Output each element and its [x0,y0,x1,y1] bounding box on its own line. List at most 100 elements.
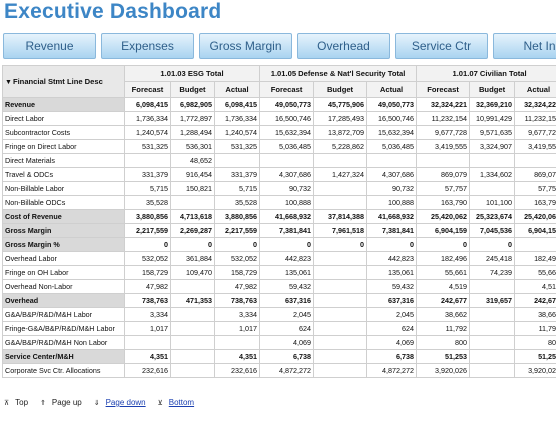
value-cell: 4,713,618 [170,209,215,224]
table-row: Revenue 6,098,415 6,982,905 6,098,415 49,050… [2,97,556,112]
value-cell: 5,036,485 [366,139,418,154]
pager-link[interactable]: Bottom [168,398,195,407]
dashboard-title: Executive Dashboard [4,0,222,23]
pager-link[interactable]: Top [15,398,29,407]
value-cell: 3,324,907 [469,139,516,154]
value-cell: 9,677,728 [416,125,471,140]
pager-item: ⊻ Bottom [157,398,195,407]
nav-tab[interactable]: Revenue [3,33,96,59]
value-cell: 6,098,415 [213,97,261,112]
nav-tab[interactable]: Service Ctr [395,33,488,59]
pager-link[interactable]: Page down [105,398,146,407]
value-cell [469,363,516,378]
value-cell: 5,715 [124,181,171,196]
value-cell: 1,017 [213,321,261,336]
corner-label: Financial Stmt Line Desc [12,77,103,86]
value-cell: 3,334 [124,307,171,322]
nav-tab[interactable]: Overhead [297,33,390,59]
value-cell [259,153,315,168]
value-cell: 16,500,746 [366,111,418,126]
value-cell: 738,763 [124,293,171,308]
value-cell: 9,677,728 [514,125,556,140]
value-cell: 41,668,932 [366,209,418,224]
value-cell: 135,061 [366,265,418,280]
value-cell: 532,052 [124,251,171,266]
nav-tab[interactable]: Gross Margin [199,33,292,59]
value-cell: 1,288,494 [170,125,215,140]
value-cell: 624 [259,321,315,336]
row-label: Fringe-G&A/B&P/R&D/M&H Labor [2,321,125,336]
value-cell: 442,823 [259,251,315,266]
value-cell: 361,884 [170,251,215,266]
pager: ⊼ Top ⇑ Page up ⇓ Page down ⊻ Bottom [4,398,206,407]
value-cell: 57,757 [416,181,471,196]
table-row: Gross Margin 2,217,559 2,269,287 2,217,559 7… [2,223,556,238]
value-cell: 32,369,210 [469,97,516,112]
table-row: Fringe on Direct Labor 531,325 536,301 531,… [2,139,556,154]
value-cell: 6,738 [259,349,315,364]
value-cell: 232,616 [124,363,171,378]
table-wrap: ▼Financial Stmt Line Desc 1.01.03 ESG Tot… [2,65,556,378]
value-cell: 163,790 [514,195,556,210]
value-cell: 331,379 [124,167,171,182]
value-cell: 4,519 [514,279,556,294]
value-cell [213,153,261,168]
group-header: 1.01.05 Defense & Nat'l Security Total [259,65,418,82]
value-cell: 158,729 [124,265,171,280]
value-cell [170,321,215,336]
value-cell [313,251,368,266]
value-cell: 0 [469,237,516,252]
value-cell: 51,253 [514,349,556,364]
column-header: Budget [469,81,516,98]
value-cell: 101,100 [469,195,516,210]
table-row: Direct Labor 1,736,334 1,772,897 1,736,334 1… [2,111,556,126]
value-cell: 7,381,841 [259,223,315,238]
value-cell: 7,381,841 [366,223,418,238]
value-cell: 242,677 [514,293,556,308]
value-cell: 59,432 [366,279,418,294]
value-cell: 3,419,555 [416,139,471,154]
pager-item: ⇓ Page down [93,398,146,407]
value-cell [469,321,516,336]
value-cell: 38,662 [416,307,471,322]
corner-header: ▼Financial Stmt Line Desc [2,65,125,98]
value-cell: 0 [416,237,471,252]
column-header: Forecast [124,81,171,98]
row-label: Fringe on OH Labor [2,265,125,280]
table-row: G&A/B&P/R&D/M&H Labor 3,334 3,334 2,045 2,04… [2,307,556,322]
nav-tab[interactable]: Expenses [101,33,194,59]
row-label: Cost of Revenue [2,209,125,224]
value-cell [313,293,368,308]
value-cell [416,153,471,168]
value-cell [469,153,516,168]
value-cell: 2,217,559 [124,223,171,238]
value-cell: 0 [124,237,171,252]
value-cell: 471,353 [170,293,215,308]
value-cell: 5,228,862 [313,139,368,154]
value-cell: 74,239 [469,265,516,280]
nav-tab[interactable]: Net In [493,33,556,59]
table-row: Non-Billable Labor 5,715 150,821 5,715 90,73… [2,181,556,196]
financial-table: ▼Financial Stmt Line Desc 1.01.03 ESG Tot… [2,65,556,378]
value-cell: 245,418 [469,251,516,266]
row-label: Overhead Non-Labor [2,279,125,294]
value-cell [469,335,516,350]
value-cell: 3,920,026 [416,363,471,378]
value-cell: 37,814,388 [313,209,368,224]
value-cell [313,335,368,350]
column-header: Forecast [259,81,315,98]
value-cell: 55,661 [514,265,556,280]
row-label: Direct Labor [2,111,125,126]
value-cell: 16,500,746 [259,111,315,126]
value-cell: 109,470 [170,265,215,280]
value-cell: 916,454 [170,167,215,182]
value-cell: 0 [313,237,368,252]
value-cell: 1,240,574 [124,125,171,140]
value-cell: 4,872,272 [259,363,315,378]
row-label: Direct Materials [2,153,125,168]
value-cell [313,153,368,168]
value-cell: 4,872,272 [366,363,418,378]
pager-link[interactable]: Page up [51,398,82,407]
value-cell: 32,324,221 [514,97,556,112]
table-row: Overhead 738,763 471,353 738,763 637,316 637,… [2,293,556,308]
